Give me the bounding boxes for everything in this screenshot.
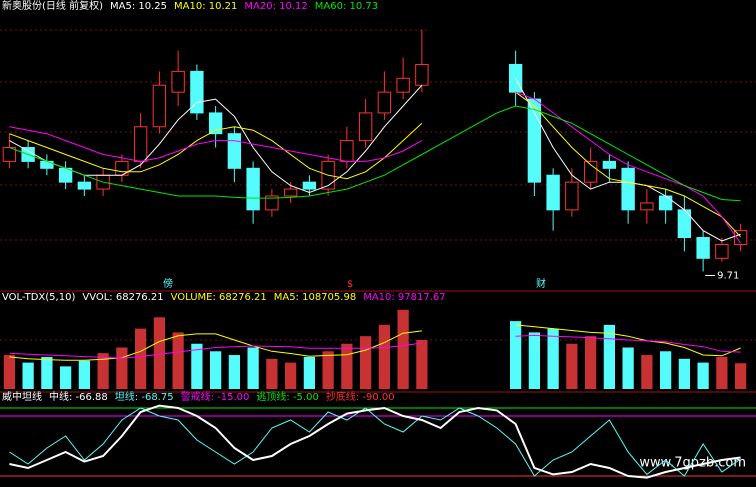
volume-bar — [78, 360, 90, 389]
header-label: VOLUME: 68276.21 — [171, 292, 267, 303]
volume-bar — [566, 343, 578, 389]
candle-body — [302, 181, 317, 190]
volume-bar — [660, 351, 672, 389]
volume-bar — [97, 353, 109, 389]
volume-bar — [210, 351, 222, 389]
volume-bar — [528, 332, 540, 389]
volume-bar — [266, 358, 278, 389]
volume-ma-line — [9, 334, 741, 359]
volume-bar — [716, 356, 728, 389]
volume-bar — [322, 351, 334, 389]
volume-bar — [172, 332, 184, 389]
header-label: 威中坦线 — [2, 390, 42, 403]
candle-body — [283, 188, 298, 197]
ma-line — [9, 105, 741, 202]
volume-bar — [3, 355, 15, 389]
event-marker: 财 — [536, 277, 546, 290]
volume-bar — [22, 362, 34, 389]
volume-bar — [397, 309, 409, 389]
watermark: www.7gpzb.com — [639, 456, 746, 471]
header-label: 坦线: -68.75 — [115, 390, 174, 403]
candle-body — [2, 147, 17, 162]
volume-bar — [41, 356, 53, 389]
event-marker: 傍 — [163, 277, 173, 290]
header-label: 抄底线: -90.00 — [326, 390, 395, 403]
candle-body — [171, 70, 185, 93]
volume-bar — [510, 321, 522, 389]
header-label: MA10: 97817.67 — [363, 292, 445, 303]
header-label: 新奥股份(日线 前复权) — [2, 0, 103, 12]
header-label: 警戒线: -15.00 — [181, 390, 250, 403]
volume-bar — [641, 355, 653, 389]
candle-body — [602, 160, 617, 169]
volume-bar — [622, 347, 634, 389]
volume-bar — [116, 347, 128, 389]
candle-body — [640, 202, 654, 211]
candle-body — [246, 167, 260, 211]
header-label: VVOL: 68276.21 — [82, 292, 163, 303]
ma-line — [9, 91, 742, 244]
volume-bar — [735, 363, 747, 389]
candle-body — [396, 77, 410, 93]
header-label: VOL-TDX(5,10) — [2, 292, 75, 303]
candle-body — [546, 174, 560, 211]
volume-bar — [416, 339, 428, 389]
candle-body — [152, 84, 167, 128]
candle-body — [208, 112, 223, 135]
ma-line — [9, 91, 741, 238]
candle-body — [40, 160, 54, 169]
volume-bar — [603, 324, 615, 389]
indicator-line — [9, 407, 741, 477]
volume-bar — [678, 358, 690, 389]
candle-body — [358, 112, 373, 142]
candle-body — [190, 70, 204, 114]
header-label: MA20: 10.12 — [244, 1, 307, 12]
indicator-line — [9, 404, 741, 479]
volume-bar — [135, 328, 147, 389]
header-label: MA5: 108705.98 — [274, 292, 356, 303]
volume-bar — [585, 336, 597, 389]
candle-body — [340, 140, 354, 162]
candle-body — [77, 181, 92, 190]
header-label: MA60: 10.73 — [315, 1, 378, 12]
low-label: 9.71 — [717, 270, 739, 281]
header-label: MA5: 10.25 — [110, 1, 167, 12]
header-label: 中线: -66.88 — [49, 390, 108, 403]
event-marker: $ — [347, 279, 353, 290]
volume-bar — [303, 356, 315, 389]
volume-bar — [341, 343, 353, 389]
volume-ma-line — [9, 324, 741, 361]
volume-bar — [191, 343, 203, 389]
volume-bar — [285, 362, 297, 389]
candle-body — [415, 63, 429, 86]
volume-bar — [360, 336, 372, 389]
header-label: 逃顶线: -5.00 — [256, 390, 318, 403]
candle-body — [133, 126, 148, 162]
candle-body — [265, 195, 279, 211]
volume-bar — [153, 317, 165, 389]
volume-bar — [697, 362, 709, 389]
candle-body — [227, 133, 242, 169]
candle-body — [658, 195, 673, 211]
volume-bar — [378, 324, 390, 389]
candle-body — [377, 91, 392, 114]
volume-bar — [247, 347, 259, 389]
volume-bar — [228, 355, 240, 389]
candle-body — [565, 181, 579, 211]
volume-bar — [547, 328, 559, 389]
header-label: MA10: 10.21 — [174, 1, 237, 12]
candle-body — [715, 243, 729, 259]
candle-body — [696, 237, 710, 259]
volume-bar — [60, 366, 72, 389]
candle-body — [621, 167, 635, 211]
